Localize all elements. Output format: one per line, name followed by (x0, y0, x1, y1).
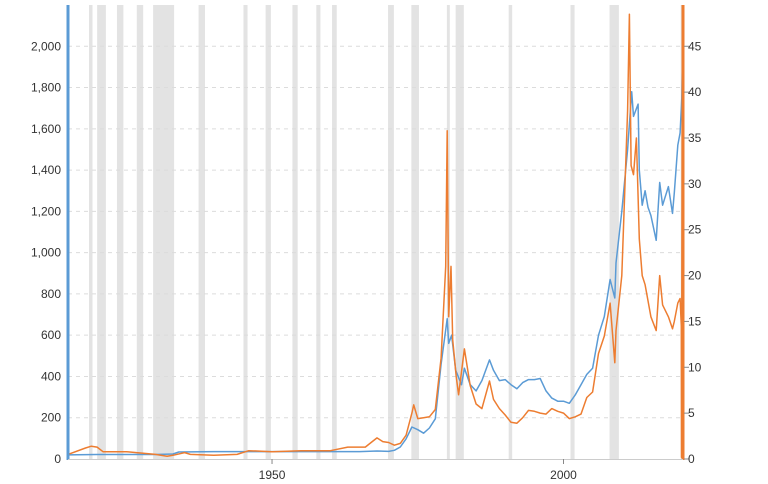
recession-band (116, 5, 124, 459)
left-tick-label: 200 (41, 411, 61, 425)
recession-band (136, 5, 144, 459)
recession-band (97, 5, 106, 459)
right-tick-label: 35 (688, 131, 702, 145)
right-tick-label: 0 (688, 452, 695, 466)
right-tick-label: 15 (688, 314, 702, 328)
right-tick-label: 25 (688, 223, 702, 237)
x-tick-label: 1950 (259, 468, 286, 482)
left-tick-label: 1,000 (31, 246, 61, 260)
left-tick-label: 1,600 (31, 122, 61, 136)
gold-price-line (67, 46, 684, 456)
recession-band (388, 5, 394, 459)
recession-band (609, 5, 619, 459)
right-tick-label: 45 (688, 39, 702, 53)
left-tick-label: 1,200 (31, 204, 61, 218)
right-tick-label: 30 (688, 177, 702, 191)
gridlines (68, 45, 683, 419)
recession-band (411, 5, 419, 459)
right-tick-label: 40 (688, 85, 702, 99)
recession-band (508, 5, 513, 459)
left-tick-label: 2,000 (31, 39, 61, 53)
recession-band (570, 5, 575, 459)
x-axis-ticks: 1950 2000 (259, 459, 577, 482)
left-tick-label: 600 (41, 328, 61, 342)
right-axis-ticks: 0 5 10 15 20 25 30 35 40 45 (684, 39, 702, 466)
recession-band (265, 5, 271, 459)
right-tick-label: 10 (688, 360, 702, 374)
left-axis-ticks: 0 200 400 600 800 1,000 1,200 1,400 1,600 1,800 2,… (31, 39, 61, 466)
axes (66, 5, 685, 460)
recession-band (332, 5, 337, 459)
recession-band (243, 5, 248, 459)
recession-band (316, 5, 321, 459)
silver-price-line (67, 4, 684, 458)
recession-band (292, 5, 298, 459)
left-tick-label: 1,800 (31, 81, 61, 95)
left-tick-label: 800 (41, 287, 61, 301)
left-tick-label: 1,400 (31, 163, 61, 177)
recession-band (455, 5, 464, 459)
left-tick-label: 400 (41, 369, 61, 383)
left-tick-label: 0 (54, 452, 61, 466)
right-tick-label: 5 (688, 406, 695, 420)
recession-band (198, 5, 205, 459)
recession-bands (88, 5, 683, 459)
right-tick-label: 20 (688, 269, 702, 283)
recession-band (88, 5, 93, 459)
recession-band (153, 5, 175, 459)
x-tick-label: 2000 (550, 468, 577, 482)
series-lines (67, 4, 684, 458)
